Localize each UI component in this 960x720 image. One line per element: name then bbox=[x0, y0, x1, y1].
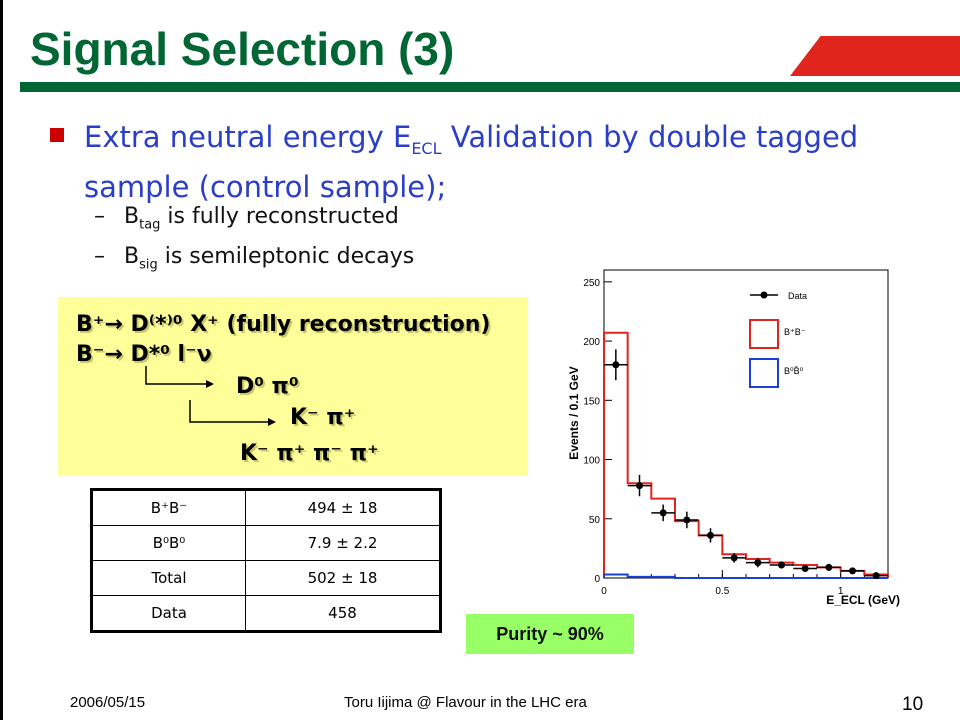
sub-bullet-btag: – Btag is fully reconstructed bbox=[94, 204, 399, 233]
y-axis-label: Events / 0.1 GeV bbox=[567, 366, 581, 459]
x-tick-label: 1 bbox=[838, 586, 844, 597]
data-point bbox=[754, 559, 762, 567]
sub2-pre: B bbox=[124, 244, 140, 269]
yields-table: B⁺B⁻ 494 ± 18 B⁰B⁰ 7.9 ± 2.2 Total 502 ±… bbox=[90, 488, 442, 633]
data-point bbox=[825, 563, 833, 571]
decay-line-3: D⁰ π⁰ bbox=[236, 374, 299, 399]
legend-bpbm-label: B⁺B⁻ bbox=[784, 327, 806, 337]
bullet-text-part2: Validation by double tagged sample (cont… bbox=[84, 120, 859, 204]
title-accent-wedge bbox=[790, 36, 960, 76]
data-point bbox=[872, 572, 880, 580]
row-value: 458 bbox=[245, 595, 441, 632]
sub-bullet-bsig: – Bsig is semileptonic decays bbox=[94, 244, 415, 273]
title-underline-bar bbox=[20, 82, 960, 92]
bullet-text-sub: ECL bbox=[411, 138, 442, 158]
bullet-text-part1: Extra neutral energy E bbox=[84, 120, 412, 154]
legend-data-label: Data bbox=[788, 291, 807, 301]
data-point bbox=[707, 531, 714, 539]
row-label: Total bbox=[91, 560, 246, 596]
legend-bpbm-swatch bbox=[749, 319, 779, 349]
table-row: Total 502 ± 18 bbox=[91, 560, 441, 596]
data-point bbox=[849, 567, 856, 575]
sub1-sub: tag bbox=[139, 217, 161, 233]
data-point bbox=[612, 361, 620, 369]
sub2-post: is semileptonic decays bbox=[157, 244, 415, 269]
decay-chain-box bbox=[58, 297, 528, 475]
decay-arrow-icon-2 bbox=[189, 400, 276, 426]
row-value: 494 ± 18 bbox=[245, 489, 441, 526]
footer-author: Toru Iijima @ Flavour in the LHC era bbox=[344, 694, 587, 711]
bpbm-histogram-line bbox=[603, 331, 889, 578]
data-point bbox=[730, 554, 738, 562]
y-tick-label: 100 bbox=[583, 456, 600, 467]
y-tick-label: 0 bbox=[594, 574, 600, 585]
table-row: B⁰B⁰ 7.9 ± 2.2 bbox=[91, 525, 441, 561]
y-tick-label: 150 bbox=[583, 396, 600, 407]
decay-arrow-icon bbox=[145, 366, 214, 388]
row-value: 502 ± 18 bbox=[245, 560, 441, 596]
purity-badge: Purity ~ 90% bbox=[466, 614, 634, 654]
x-tick-label: 0.5 bbox=[715, 586, 729, 597]
table-row: B⁺B⁻ 494 ± 18 bbox=[91, 489, 441, 526]
left-border bbox=[0, 0, 3, 720]
sub1-post: is fully reconstructed bbox=[160, 204, 399, 229]
eecl-histogram: 0 50 100 150 200 250 0 0.5 1 Events / 0.1 GeV E_… bbox=[567, 269, 900, 607]
row-label: Data bbox=[91, 595, 246, 632]
y-tick-label: 50 bbox=[589, 515, 601, 526]
decay-line-4: K⁻ π⁺ bbox=[290, 405, 356, 430]
row-value: 7.9 ± 2.2 bbox=[245, 525, 441, 561]
data-point bbox=[801, 565, 809, 573]
row-label: B⁰B⁰ bbox=[91, 525, 246, 561]
decay-line-1: B⁺→ D⁽*⁾⁰ X⁺ (fully reconstruction) bbox=[76, 312, 491, 337]
legend-data-marker bbox=[760, 291, 768, 299]
main-bullet-text: Extra neutral energy EECL Validation by … bbox=[84, 118, 924, 206]
plot-frame bbox=[603, 269, 889, 579]
y-tick-label: 250 bbox=[583, 278, 600, 289]
page-number: 10 bbox=[902, 694, 924, 715]
sub1-pre: B bbox=[124, 204, 140, 229]
b0b0-histogram-line bbox=[603, 573, 888, 579]
x-axis-label: E_ECL (GeV) bbox=[826, 593, 900, 607]
data-point bbox=[636, 482, 643, 490]
x-tick-label: 0 bbox=[601, 586, 607, 597]
row-label: B⁺B⁻ bbox=[91, 489, 246, 526]
data-point bbox=[778, 561, 785, 569]
decay-line-2: B⁻→ D*⁰ l⁻ν bbox=[76, 342, 212, 367]
footer-date: 2006/05/15 bbox=[70, 694, 146, 711]
bullet-square-icon bbox=[50, 128, 64, 142]
slide-title: Signal Selection (3) bbox=[30, 23, 455, 75]
y-tick-label: 200 bbox=[583, 337, 600, 348]
data-point bbox=[659, 509, 667, 517]
decay-line-5: K⁻ π⁺ π⁻ π⁺ bbox=[240, 441, 379, 466]
table-row: Data 458 bbox=[91, 595, 441, 632]
sub2-sub: sig bbox=[139, 257, 158, 273]
legend-b0b0-label: B⁰B̄⁰ bbox=[784, 366, 804, 376]
data-point bbox=[683, 516, 691, 524]
legend-b0b0-swatch bbox=[749, 358, 779, 388]
